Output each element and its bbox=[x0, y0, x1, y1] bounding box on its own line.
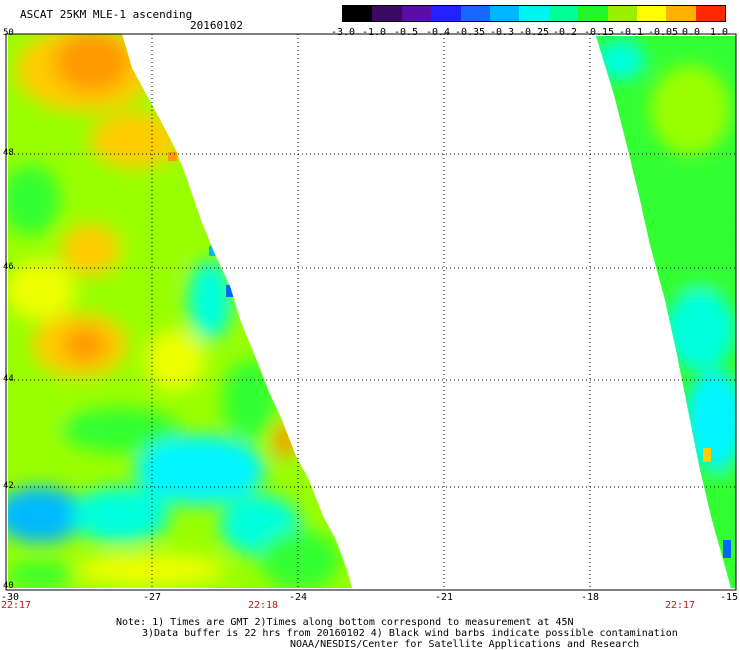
time-label: 22:18 bbox=[247, 600, 279, 611]
map-date: 20160102 bbox=[190, 19, 243, 32]
lon-label: -18 bbox=[580, 592, 600, 603]
color-scale-bar bbox=[342, 5, 726, 22]
lon-label: -30 bbox=[0, 592, 20, 603]
color-swatch bbox=[519, 6, 549, 21]
lat-label: 48 bbox=[3, 148, 14, 158]
lat-label: 50 bbox=[3, 28, 14, 38]
color-swatch bbox=[695, 6, 726, 21]
color-swatch bbox=[607, 6, 637, 21]
color-swatch bbox=[489, 6, 520, 21]
color-scale-label: -0.35 bbox=[454, 27, 486, 38]
note-line-2: 3)Data buffer is 22 hrs from 20160102 4)… bbox=[142, 628, 678, 639]
color-scale-label: -0.25 bbox=[518, 27, 550, 38]
color-scale-label: -1.0 bbox=[361, 27, 387, 38]
lat-label: 46 bbox=[3, 262, 14, 272]
color-scale-label: 1.0 bbox=[709, 27, 729, 38]
color-swatch bbox=[666, 6, 696, 21]
color-scale-label: -0.1 bbox=[618, 27, 644, 38]
color-scale-label: -0.05 bbox=[647, 27, 679, 38]
right-swath bbox=[596, 36, 736, 588]
color-scale-label: -0.2 bbox=[552, 27, 578, 38]
color-scale-label: 0.0 bbox=[681, 27, 701, 38]
color-swatch bbox=[578, 6, 608, 21]
color-swatch bbox=[548, 6, 579, 21]
color-scale-label: -0.15 bbox=[583, 27, 615, 38]
time-label: 22:17 bbox=[664, 600, 696, 611]
color-scale-label: -0.5 bbox=[393, 27, 419, 38]
color-scale-label: -0.3 bbox=[489, 27, 515, 38]
time-label: 22:17 bbox=[0, 600, 32, 611]
plot-frame bbox=[5, 33, 737, 591]
graticule bbox=[6, 34, 736, 590]
lat-label: 44 bbox=[3, 374, 14, 384]
lat-label: 40 bbox=[3, 581, 14, 591]
lon-label: -27 bbox=[142, 592, 162, 603]
color-swatch bbox=[401, 6, 432, 21]
note-line-1: Note: 1) Times are GMT 2)Times along bot… bbox=[116, 617, 574, 628]
color-swatch bbox=[460, 6, 490, 21]
lat-label: 42 bbox=[3, 481, 14, 491]
color-swatch bbox=[372, 6, 402, 21]
color-scale-label: -0.4 bbox=[425, 27, 451, 38]
color-swatch bbox=[431, 6, 461, 21]
color-swatch bbox=[343, 6, 373, 21]
lon-label: -24 bbox=[288, 592, 308, 603]
color-swatch bbox=[636, 6, 667, 21]
lon-label: -15 bbox=[719, 592, 739, 603]
lon-label: -21 bbox=[434, 592, 454, 603]
map-title: ASCAT 25KM MLE-1 ascending bbox=[20, 8, 193, 21]
note-line-3: NOAA/NESDIS/Center for Satellite Applica… bbox=[290, 639, 640, 650]
left-swath bbox=[8, 34, 352, 588]
color-scale-label: -3.0 bbox=[330, 27, 356, 38]
